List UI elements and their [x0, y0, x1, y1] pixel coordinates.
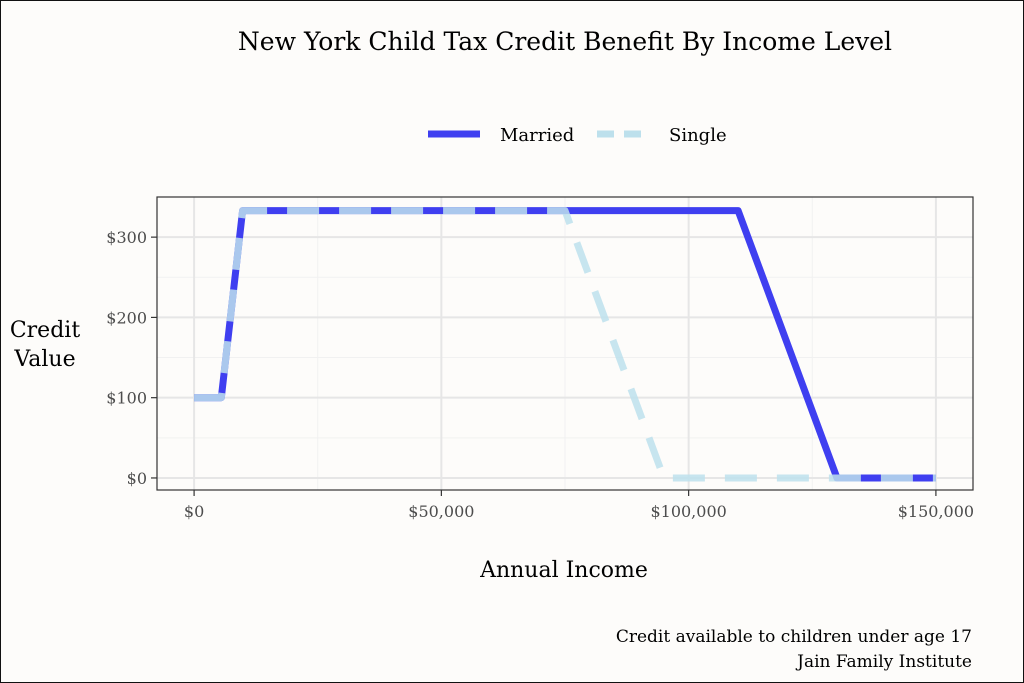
- x-tick-label: $100,000: [650, 502, 726, 521]
- y-tick-label: $300: [106, 228, 147, 247]
- x-tick-label: $0: [184, 502, 204, 521]
- y-tick-label: $200: [106, 308, 147, 327]
- chart-title: New York Child Tax Credit Benefit By Inc…: [238, 27, 892, 56]
- x-tick-label: $150,000: [898, 502, 974, 521]
- y-axis-title-line-2: Value: [13, 347, 75, 372]
- x-tick-label: $50,000: [408, 502, 474, 521]
- legend-label-single: Single: [669, 125, 727, 146]
- x-axis-title: Annual Income: [479, 558, 648, 583]
- caption-line-1: Credit available to children under age 1…: [616, 627, 972, 647]
- axis-ticks: $0 $50,000 $100,000 $150,000 $0 $100 $200 $300: [106, 228, 974, 521]
- y-tick-label: $100: [106, 389, 147, 408]
- caption-source: Jain Family Institute: [795, 652, 972, 672]
- plot-panel-border: [156, 196, 974, 491]
- y-axis-title-line-1: Credit: [10, 318, 80, 343]
- legend: Married Single: [428, 125, 727, 146]
- legend-label-married: Married: [500, 125, 574, 146]
- y-tick-label: $0: [127, 469, 147, 488]
- series-line-single: [194, 207, 936, 482]
- gridlines: [157, 197, 973, 490]
- series-lines: [194, 207, 936, 482]
